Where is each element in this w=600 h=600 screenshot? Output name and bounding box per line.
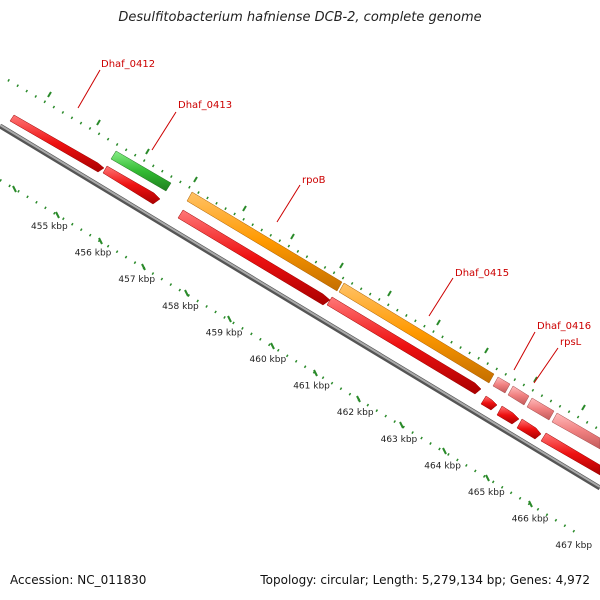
gene-pink-3[interactable] [526,397,555,421]
outer-major-ticks [47,91,586,411]
forward-strand-features [9,114,600,450]
feature-labels: Dhaf_0412 Dhaf_0413 rpoB Dhaf_0415 Dhaf_… [101,59,591,348]
label-dhaf-0415[interactable]: Dhaf_0415 [455,268,509,279]
outer-tick-track [7,78,600,432]
label-dhaf-0416[interactable]: Dhaf_0416 [537,321,591,332]
kbp-label: 462 kbp [337,408,374,418]
gene-rpsl[interactable] [507,385,530,406]
kbp-label: 460 kbp [250,355,287,365]
kbp-label-group: 455 kbp 456 kbp 457 kbp 458 kbp 459 kbp 460 k… [31,222,592,551]
kbp-label: 466 kbp [512,515,549,525]
kbp-label: 463 kbp [381,435,418,445]
kbp-label: 458 kbp [162,302,199,312]
cds-red-4[interactable] [540,432,600,476]
cds-dhaf-0415[interactable] [326,296,482,395]
kbp-label: 467 kbp [555,541,592,551]
cds-features [102,165,600,476]
gene-dhaf-0412-forward[interactable] [9,114,105,173]
gene-dhaf-0416[interactable] [492,376,511,394]
inner-tick-track [0,178,581,537]
label-dhaf-0412[interactable]: Dhaf_0412 [101,59,155,70]
kbp-label: 455 kbp [31,222,68,232]
label-rpob[interactable]: rpoB [302,175,326,186]
cds-dhaf-0416[interactable] [480,395,498,411]
cds-rpsl[interactable] [496,405,520,425]
kbp-label: 459 kbp [206,328,243,338]
gene-rpob[interactable] [186,191,343,292]
kbp-label: 461 kbp [293,382,330,392]
kbp-label: 464 kbp [424,461,461,471]
inner-minor-ticks [0,178,581,537]
gene-dhaf-0413[interactable] [110,150,172,192]
gene-dhaf-0415[interactable] [338,282,495,384]
label-dhaf-0413[interactable]: Dhaf_0413 [178,100,232,111]
cds-rpob[interactable] [177,209,331,306]
accession-text: Accession: NC_011830 [10,573,147,587]
page-title: Desulfitobacterium hafniense DCB-2, comp… [118,10,482,25]
genome-summary-text: Topology: circular; Length: 5,279,134 bp… [260,573,590,587]
label-rpsl[interactable]: rpsL [560,337,582,348]
inner-major-ticks [12,185,533,508]
label-leader-lines [77,69,559,384]
kbp-label: 456 kbp [75,249,112,259]
kbp-label: 465 kbp [468,488,505,498]
cds-red-3[interactable] [516,418,542,440]
gene-pink-4[interactable] [551,412,600,450]
kbp-label: 457 kbp [118,275,155,285]
genome-backbone [0,123,600,491]
cds-dhaf-0413[interactable] [102,165,161,205]
